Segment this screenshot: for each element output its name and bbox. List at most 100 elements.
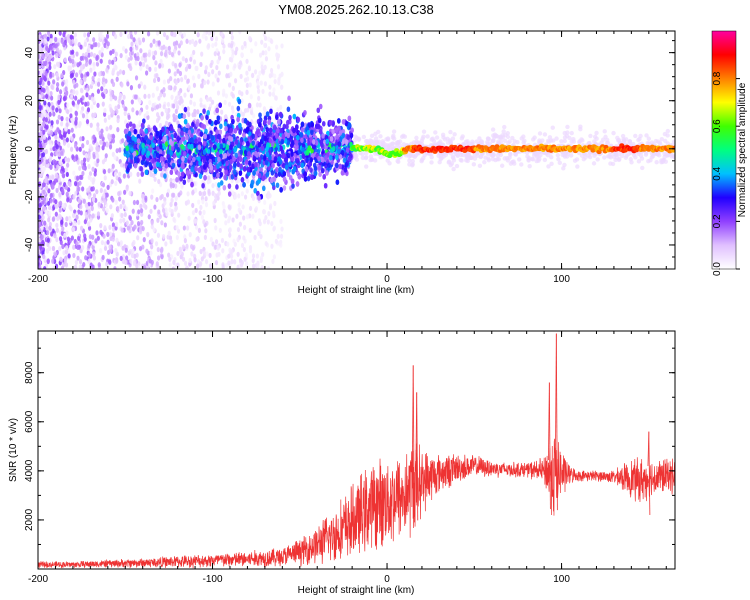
- haze-point: [364, 164, 369, 169]
- speckle-point: [123, 189, 127, 195]
- speckle-point: [44, 148, 49, 155]
- speckle-point: [234, 50, 238, 56]
- speckle-point: [171, 61, 175, 67]
- band-point: [316, 107, 321, 114]
- haze-point: [352, 155, 358, 161]
- speckle-point: [273, 73, 277, 79]
- speckle-point: [236, 226, 241, 233]
- speckle-point: [104, 192, 108, 198]
- band-point: [286, 106, 291, 113]
- haze-point: [562, 162, 567, 168]
- speckle-point: [204, 228, 208, 234]
- speckle-point: [45, 226, 49, 232]
- speckle-point: [157, 95, 161, 101]
- speckle-point: [159, 195, 163, 201]
- speckle-point: [74, 259, 78, 266]
- speckle-point: [78, 146, 82, 152]
- speckle-point: [149, 171, 153, 178]
- band-point: [202, 108, 206, 114]
- speckle-point: [83, 219, 87, 225]
- haze-point: [542, 157, 548, 163]
- haze-point: [602, 155, 607, 160]
- speckle-point: [271, 91, 276, 97]
- speckle-point: [258, 102, 262, 108]
- speckle-point: [145, 265, 150, 269]
- speckle-point: [279, 104, 283, 110]
- speckle-point: [153, 204, 157, 210]
- haze-point: [470, 139, 475, 144]
- haze-point: [499, 163, 505, 168]
- speckle-point: [193, 41, 197, 47]
- speckle-point: [111, 48, 115, 55]
- haze-point: [519, 136, 524, 141]
- speckle-point: [145, 104, 149, 110]
- haze-point: [557, 160, 563, 166]
- speckle-point: [231, 85, 235, 91]
- speckle-point: [248, 35, 252, 42]
- speckle-point: [64, 249, 68, 255]
- speckle-point: [233, 194, 237, 200]
- speckle-point: [96, 122, 100, 128]
- speckle-point: [190, 38, 195, 44]
- speckle-point: [102, 193, 106, 199]
- speckle-point: [199, 97, 203, 103]
- speckle-point: [76, 255, 80, 261]
- speckle-point: [243, 224, 247, 231]
- speckle-point: [58, 108, 62, 114]
- speckle-point: [162, 87, 166, 93]
- speckle-point: [39, 77, 43, 83]
- haze-point: [614, 155, 620, 160]
- haze-point: [549, 161, 554, 166]
- speckle-point: [81, 244, 85, 251]
- speckle-point: [47, 188, 51, 194]
- speckle-point: [108, 144, 113, 150]
- speckle-point: [279, 218, 283, 225]
- speckle-point: [176, 68, 180, 74]
- speckle-point: [101, 76, 106, 83]
- speckle-point: [56, 127, 60, 133]
- speckle-point: [216, 90, 221, 96]
- speckle-point: [88, 38, 92, 45]
- speckle-point: [214, 36, 219, 42]
- speckle-point: [91, 197, 96, 203]
- speckle-point: [172, 113, 176, 119]
- speckle-point: [179, 181, 184, 187]
- speckle-point: [157, 40, 161, 46]
- speckle-point: [41, 80, 45, 87]
- speckle-point: [93, 71, 97, 77]
- speckle-point: [221, 264, 225, 269]
- speckle-point: [245, 58, 249, 64]
- speckle-point: [248, 205, 253, 211]
- speckle-point: [155, 73, 159, 79]
- speckle-point: [89, 51, 94, 57]
- speckle-point: [274, 238, 278, 244]
- haze-point: [515, 139, 520, 145]
- speckle-point: [74, 190, 78, 196]
- speckle-point: [47, 80, 51, 86]
- band-point: [198, 173, 203, 179]
- speckle-point: [276, 64, 281, 70]
- speckle-point: [83, 32, 87, 38]
- speckle-point: [123, 211, 127, 218]
- speckle-point: [49, 192, 53, 199]
- speckle-point: [177, 212, 181, 218]
- speckle-point: [114, 51, 118, 57]
- speckle-point: [46, 88, 50, 94]
- haze-point: [500, 134, 506, 140]
- speckle-point: [201, 199, 205, 205]
- speckle-point: [178, 100, 182, 106]
- speckle-point: [214, 225, 218, 231]
- speckle-point: [51, 245, 55, 252]
- speckle-point: [55, 173, 59, 179]
- speckle-point: [124, 106, 128, 112]
- haze-point: [611, 130, 616, 136]
- speckle-point: [154, 241, 159, 247]
- haze-point: [421, 134, 426, 139]
- speckle-point: [222, 208, 226, 214]
- speckle-point: [138, 61, 142, 67]
- speckle-point: [58, 49, 62, 55]
- speckle-point: [80, 73, 84, 79]
- speckle-point: [156, 76, 161, 83]
- speckle-point: [156, 217, 160, 223]
- speckle-point: [54, 211, 58, 217]
